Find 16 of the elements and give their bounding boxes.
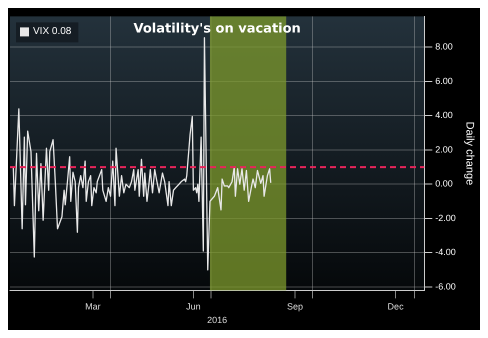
y-tick-label: 0.00 — [435, 178, 453, 189]
y-tick-label: 8.00 — [435, 42, 453, 52]
y-tick-label: -2.00 — [435, 212, 456, 223]
x-tick-label: Mar — [85, 301, 101, 312]
chart-title: Volatility's on vacation — [133, 21, 301, 36]
x-tick-label: Sep — [287, 301, 304, 312]
y-tick-label: 6.00 — [435, 76, 453, 86]
y-tick-label: -4.00 — [435, 247, 456, 258]
x-tick-label: Jun — [186, 301, 201, 312]
y-tick-label: 2.00 — [435, 144, 453, 154]
y-tick-label: 4.00 — [435, 110, 453, 120]
x-axis-title: 2016 — [207, 315, 228, 326]
x-tick-label: Dec — [388, 301, 404, 312]
y-tick-label: -6.00 — [435, 281, 456, 292]
legend-label: VIX 0.08 — [33, 26, 72, 38]
y-axis-title: Daily change — [463, 122, 476, 186]
